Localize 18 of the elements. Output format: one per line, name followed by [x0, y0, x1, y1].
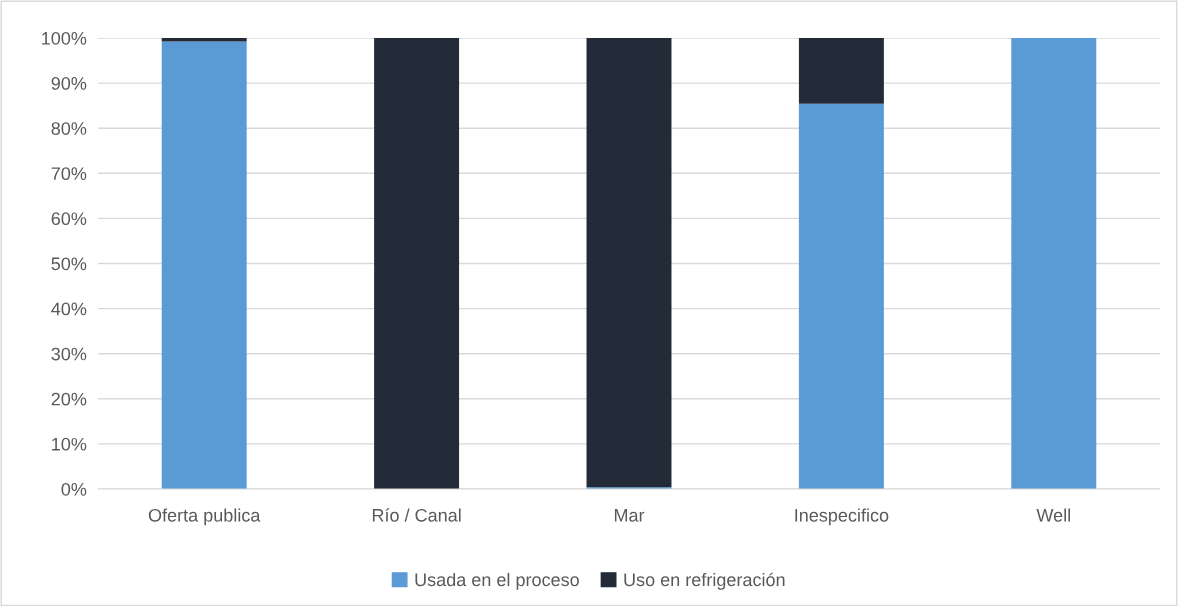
legend-label: Usada en el proceso	[415, 572, 579, 590]
x-tick-label: Well	[1036, 508, 1070, 522]
x-tick-label: Mar	[614, 509, 645, 522]
legend-label: Uso en refrigeración	[624, 572, 785, 590]
y-tick-label: 50%	[51, 257, 87, 271]
y-tick-label: 30%	[51, 347, 87, 361]
y-tick-label: 10%	[52, 437, 87, 451]
y-tick-label: 20%	[51, 392, 87, 406]
y-tick-label: 100%	[42, 31, 87, 45]
y-tick-label: 0%	[61, 482, 87, 496]
y-tick-label: 80%	[51, 122, 87, 135]
x-tick-label: Oferta publica	[148, 508, 261, 526]
y-tick-label: 70%	[51, 167, 87, 181]
x-tick-label: Inespecifico	[795, 508, 889, 526]
y-tick-label: 60%	[51, 212, 87, 226]
y-tick-label: 90%	[51, 77, 87, 90]
y-tick-label: 40%	[51, 302, 87, 316]
x-tick-label: Río / Canal	[372, 508, 461, 522]
